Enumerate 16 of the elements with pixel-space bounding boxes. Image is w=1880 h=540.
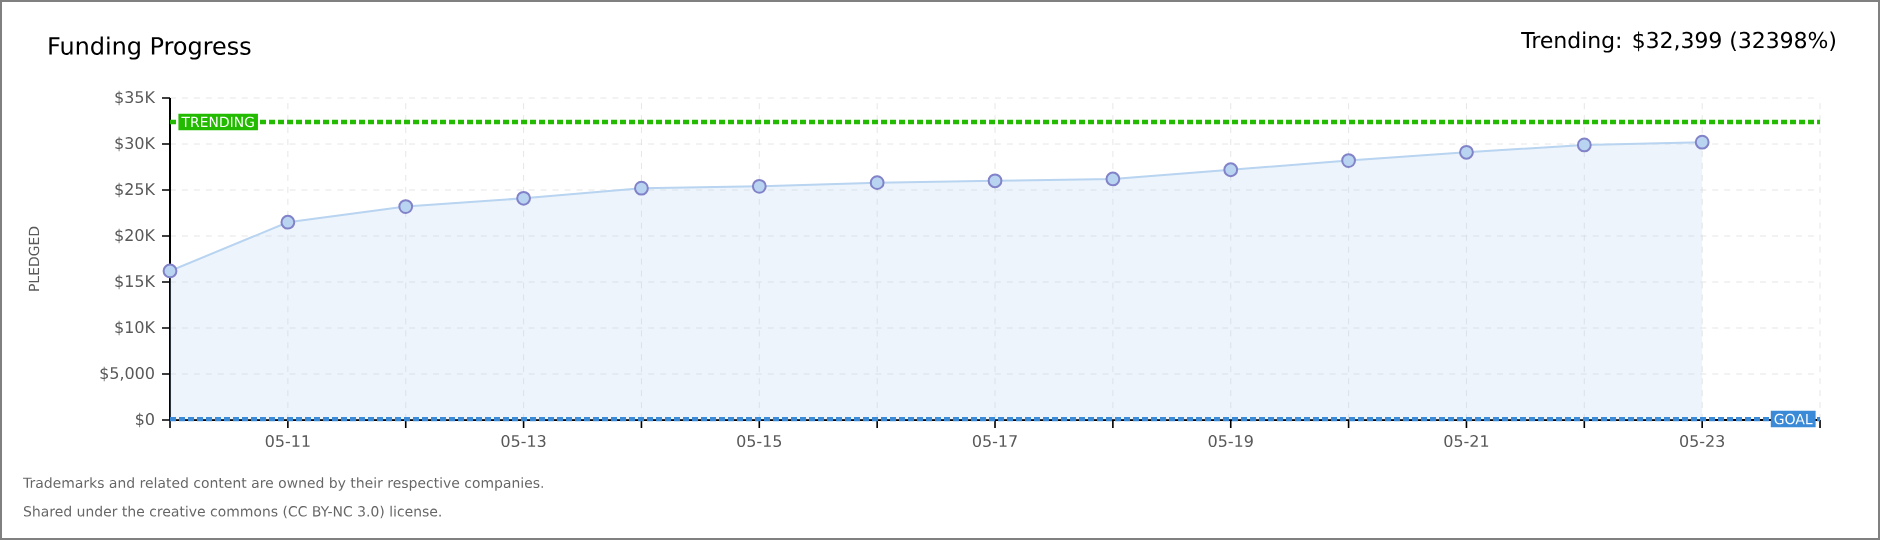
point [1576,137,1592,153]
chart-title: Funding Progress [49,36,251,60]
point [751,178,767,194]
point [398,199,414,214]
point [1223,162,1239,178]
point [280,214,296,230]
point [634,180,649,196]
point [1105,171,1121,187]
point [1459,144,1474,160]
point [869,175,885,191]
point [1341,153,1356,168]
point [987,173,1003,189]
point [1694,134,1710,150]
point [162,263,178,279]
text: Trending: $32,399 (32398%) [1521,31,1836,53]
point [516,190,531,206]
